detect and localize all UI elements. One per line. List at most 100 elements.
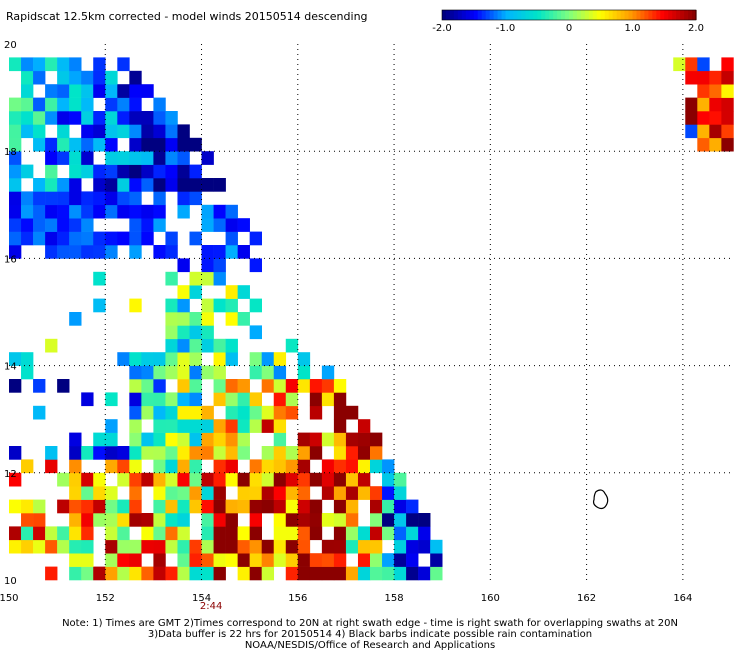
- wind-cell: [93, 137, 106, 152]
- wind-cell: [129, 111, 142, 125]
- wind-cell: [237, 486, 250, 500]
- wind-cell: [237, 499, 250, 514]
- wind-cell: [177, 513, 190, 527]
- wind-cell: [201, 178, 214, 192]
- wind-cell: [177, 151, 190, 165]
- wind-cell: [21, 459, 34, 474]
- colorbar-segment: [652, 10, 657, 20]
- wind-cell: [273, 405, 287, 420]
- colorbar-segment: [545, 10, 550, 20]
- wind-cell: [721, 124, 734, 139]
- wind-cell: [165, 312, 178, 326]
- wind-cell: [189, 312, 202, 326]
- wind-cell: [297, 432, 311, 447]
- wind-cell: [249, 486, 262, 500]
- wind-cell: [285, 486, 299, 500]
- wind-cell: [261, 566, 275, 581]
- wind-cell: [189, 446, 202, 460]
- wind-cell: [201, 312, 214, 326]
- wind-cell: [69, 513, 82, 527]
- wind-cell: [129, 486, 142, 500]
- wind-cell: [45, 178, 58, 192]
- wind-cell: [81, 446, 94, 460]
- wind-cell: [225, 553, 238, 567]
- wind-cell: [117, 459, 130, 474]
- wind-cell: [57, 499, 70, 514]
- wind-cell: [406, 513, 419, 527]
- wind-cell: [177, 285, 190, 299]
- wind-cell: [321, 566, 335, 581]
- wind-cell: [129, 178, 142, 192]
- wind-cell: [69, 231, 82, 246]
- wind-cell: [225, 459, 238, 474]
- wind-cell: [394, 486, 407, 500]
- colorbar-segment: [664, 10, 669, 20]
- wind-cell: [297, 499, 311, 514]
- wind-cell: [213, 566, 226, 581]
- wind-cell: [177, 405, 190, 420]
- wind-cell: [117, 566, 130, 581]
- wind-cell: [105, 539, 118, 554]
- wind-cell: [309, 553, 323, 567]
- colorbar-segment: [517, 10, 522, 20]
- wind-cell: [81, 231, 94, 246]
- wind-cell: [81, 70, 94, 85]
- wind-cell: [9, 97, 22, 112]
- wind-cell: [9, 379, 22, 393]
- wind-cell: [153, 405, 166, 420]
- wind-cell: [382, 486, 395, 500]
- wind-cell: [177, 178, 190, 192]
- wind-cell: [105, 70, 118, 85]
- wind-cell: [165, 365, 178, 380]
- wind-cell: [153, 365, 166, 380]
- wind-cell: [333, 539, 347, 554]
- wind-cell: [697, 84, 710, 98]
- wind-cell: [153, 472, 166, 487]
- wind-cell: [129, 137, 142, 152]
- wind-cell: [697, 57, 710, 72]
- wind-cell: [225, 539, 238, 554]
- wind-cell: [69, 459, 82, 474]
- wind-cell: [213, 178, 226, 192]
- wind-cell: [153, 566, 166, 581]
- wind-cell: [129, 419, 142, 433]
- wind-cell: [33, 405, 46, 420]
- colorbar-segment: [580, 10, 586, 20]
- wind-cell: [141, 566, 154, 581]
- wind-cell: [93, 432, 106, 447]
- wind-cell: [430, 539, 443, 554]
- wind-cell: [297, 472, 311, 487]
- wind-cell: [81, 191, 94, 206]
- wind-cell: [9, 526, 22, 541]
- wind-cell: [69, 137, 82, 152]
- wind-cell: [261, 446, 275, 460]
- wind-cell: [285, 539, 299, 554]
- wind-cell: [177, 566, 190, 581]
- wind-cell: [9, 446, 22, 460]
- wind-cell: [370, 499, 383, 514]
- wind-cell: [357, 486, 371, 500]
- wind-cell: [93, 164, 106, 179]
- wind-cell: [273, 419, 287, 433]
- wind-cell: [21, 204, 34, 219]
- wind-cell: [177, 446, 190, 460]
- wind-cell: [273, 526, 287, 541]
- wind-cell: [129, 379, 142, 393]
- wind-cell: [69, 245, 82, 259]
- wind-cell: [105, 553, 118, 567]
- wind-cell: [177, 258, 190, 273]
- wind-cell: [345, 446, 359, 460]
- wind-cell: [141, 472, 154, 487]
- wind-cell: [117, 164, 130, 179]
- wind-cell: [117, 191, 130, 206]
- wind-cell: [45, 84, 58, 98]
- wind-cell: [117, 97, 130, 112]
- wind-cell: [237, 553, 250, 567]
- wind-cell: [406, 499, 419, 514]
- wind-cell: [129, 459, 142, 474]
- wind-cell: [370, 539, 383, 554]
- wind-cell: [81, 124, 94, 139]
- wind-cell: [345, 486, 359, 500]
- wind-cell: [69, 151, 82, 165]
- wind-cell: [57, 84, 70, 98]
